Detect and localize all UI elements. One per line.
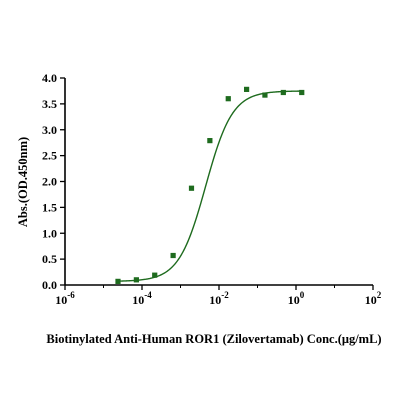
- y-tick-label: 0.0: [42, 278, 57, 292]
- data-point: [280, 89, 286, 96]
- x-tick-label: 10-4: [132, 290, 152, 307]
- y-axis: 0.0 0.5 1.0 1.5 2.0 2.5 3.0 3.5 4.0: [42, 71, 66, 292]
- y-tick-label: 2.0: [42, 175, 57, 189]
- y-tick-label: 3.5: [42, 97, 57, 111]
- y-tick-label: 1.0: [42, 226, 57, 240]
- data-point: [152, 272, 158, 278]
- fit-curve: [117, 90, 303, 282]
- x-tick-label: 100: [288, 290, 305, 307]
- data-point: [243, 86, 250, 92]
- data-point: [207, 138, 213, 144]
- data-point: [170, 252, 176, 259]
- y-tick-label: 1.5: [42, 200, 57, 214]
- data-point: [115, 278, 121, 284]
- data-point: [133, 277, 139, 283]
- x-tick-label: 10-6: [55, 290, 75, 307]
- data-point: [225, 96, 231, 102]
- x-tick-label: 10-2: [209, 290, 229, 307]
- y-tick-label: 0.5: [42, 252, 57, 266]
- y-tick-label: 4.0: [42, 71, 57, 85]
- y-tick-label: 2.5: [42, 149, 57, 163]
- y-axis-title: Abs.(OD.450nm): [16, 137, 30, 227]
- data-point: [262, 92, 268, 98]
- data-point: [299, 89, 305, 96]
- data-point: [188, 185, 195, 191]
- x-tick-label: 102: [365, 290, 382, 307]
- x-axis: 10-6 10-4 10-2 100 102: [55, 284, 382, 307]
- x-axis-title: Biotinylated Anti-Human ROR1 (Zilovertam…: [46, 332, 381, 346]
- plot-area: [115, 86, 305, 284]
- y-tick-label: 3.0: [42, 123, 57, 137]
